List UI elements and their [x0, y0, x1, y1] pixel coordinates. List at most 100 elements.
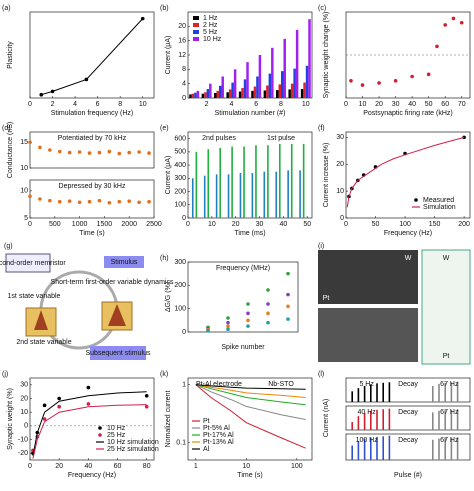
bar	[363, 386, 366, 402]
diagram-text: Short-term first-order variable dynamics	[51, 279, 174, 286]
point	[87, 199, 92, 204]
point	[48, 198, 52, 203]
y-tick-label: 16	[178, 38, 186, 45]
x-axis-label: Postsynaptic firing rate (kHz)	[363, 110, 452, 117]
y-axis-label: ΔG/G (%)	[165, 282, 172, 312]
bar	[191, 93, 195, 98]
bar	[456, 381, 459, 402]
annotation: 67 Hz	[440, 409, 459, 416]
point	[84, 77, 89, 82]
bar	[196, 90, 200, 98]
bar	[388, 435, 391, 460]
bar	[276, 90, 279, 98]
series-line	[346, 136, 465, 208]
legend-label: Pt	[203, 418, 210, 425]
cone	[34, 310, 48, 330]
y-tick-label: -10	[18, 436, 28, 443]
point	[86, 402, 91, 406]
x-tick-label: 30	[256, 221, 264, 228]
y-tick-label: 1	[182, 381, 186, 388]
bar	[189, 94, 192, 98]
x-tick-label: 10	[208, 221, 216, 228]
y-tick-label: 20	[178, 23, 186, 30]
x-tick-label: 0	[186, 221, 190, 228]
x-tick-label: 10	[359, 101, 367, 108]
bar	[287, 170, 289, 218]
bar	[216, 90, 219, 98]
x-tick-label: 6	[254, 101, 258, 108]
y-tick-label: -20	[18, 450, 28, 457]
point	[57, 199, 62, 204]
bar	[382, 436, 384, 460]
bar	[266, 85, 269, 98]
bar	[263, 90, 267, 98]
point	[147, 151, 151, 155]
annotation: 2nd pulses	[202, 135, 236, 142]
x-tick-label: 0	[28, 463, 32, 470]
x-tick-label: 60	[114, 463, 122, 470]
y-tick-label: 4	[182, 81, 186, 88]
bar	[357, 416, 360, 430]
point	[117, 151, 122, 156]
y-tick-label: 0.1	[176, 439, 186, 446]
bar	[300, 89, 304, 98]
bar	[275, 171, 278, 218]
bar	[258, 55, 262, 98]
point	[286, 292, 290, 297]
legend-swatch	[98, 433, 102, 437]
bar	[221, 76, 224, 98]
point	[266, 302, 270, 306]
point	[140, 16, 145, 21]
point	[377, 81, 381, 85]
point	[226, 324, 230, 328]
bar	[456, 409, 459, 430]
x-tick-label: 6	[96, 101, 100, 108]
y-tick-label: 300	[174, 259, 186, 266]
point	[459, 20, 464, 25]
panel-label: (k)	[160, 371, 168, 378]
point	[206, 329, 210, 333]
bar	[201, 93, 205, 98]
bar	[432, 439, 434, 460]
legend-label: 10 Hz	[203, 36, 222, 43]
x-tick-label: 80	[143, 463, 151, 470]
x-axis-label: Stimulation number (#)	[215, 110, 286, 117]
bar	[438, 438, 440, 460]
x-tick-label: 0	[344, 101, 348, 108]
bar	[255, 145, 257, 218]
bar	[305, 65, 309, 98]
diagram-text: Stimulus	[111, 259, 138, 266]
x-axis-label: Time (s)	[237, 472, 262, 479]
bar	[279, 143, 281, 218]
point	[426, 72, 431, 77]
bar	[370, 437, 372, 460]
bar	[238, 91, 242, 98]
bar	[288, 89, 291, 98]
y-tick-label: 600	[174, 135, 186, 142]
y-tick-label: 20	[20, 395, 28, 402]
legend-label: Al	[203, 446, 210, 453]
x-tick-label: 50	[372, 221, 380, 228]
x-axis-label: Time (s)	[79, 230, 104, 237]
panel-label: (e)	[160, 125, 169, 132]
annotation: Decay	[398, 437, 418, 444]
series-line	[32, 404, 147, 459]
legend-swatch	[193, 16, 199, 20]
bar	[450, 409, 453, 430]
point	[127, 150, 131, 155]
y-tick-label: 10	[20, 188, 28, 195]
point	[147, 199, 151, 204]
bar	[438, 383, 440, 402]
bar	[267, 145, 269, 218]
point	[451, 16, 456, 21]
point	[393, 79, 398, 83]
bar	[241, 87, 244, 98]
y-tick-label: 500	[174, 149, 186, 156]
x-tick-label: 40	[408, 101, 416, 108]
point	[410, 74, 414, 79]
point	[77, 200, 82, 205]
bar	[351, 391, 353, 402]
series-line	[32, 391, 147, 456]
x-tick-label: 40	[84, 463, 92, 470]
y-axis-label: Plasticity	[7, 41, 14, 69]
